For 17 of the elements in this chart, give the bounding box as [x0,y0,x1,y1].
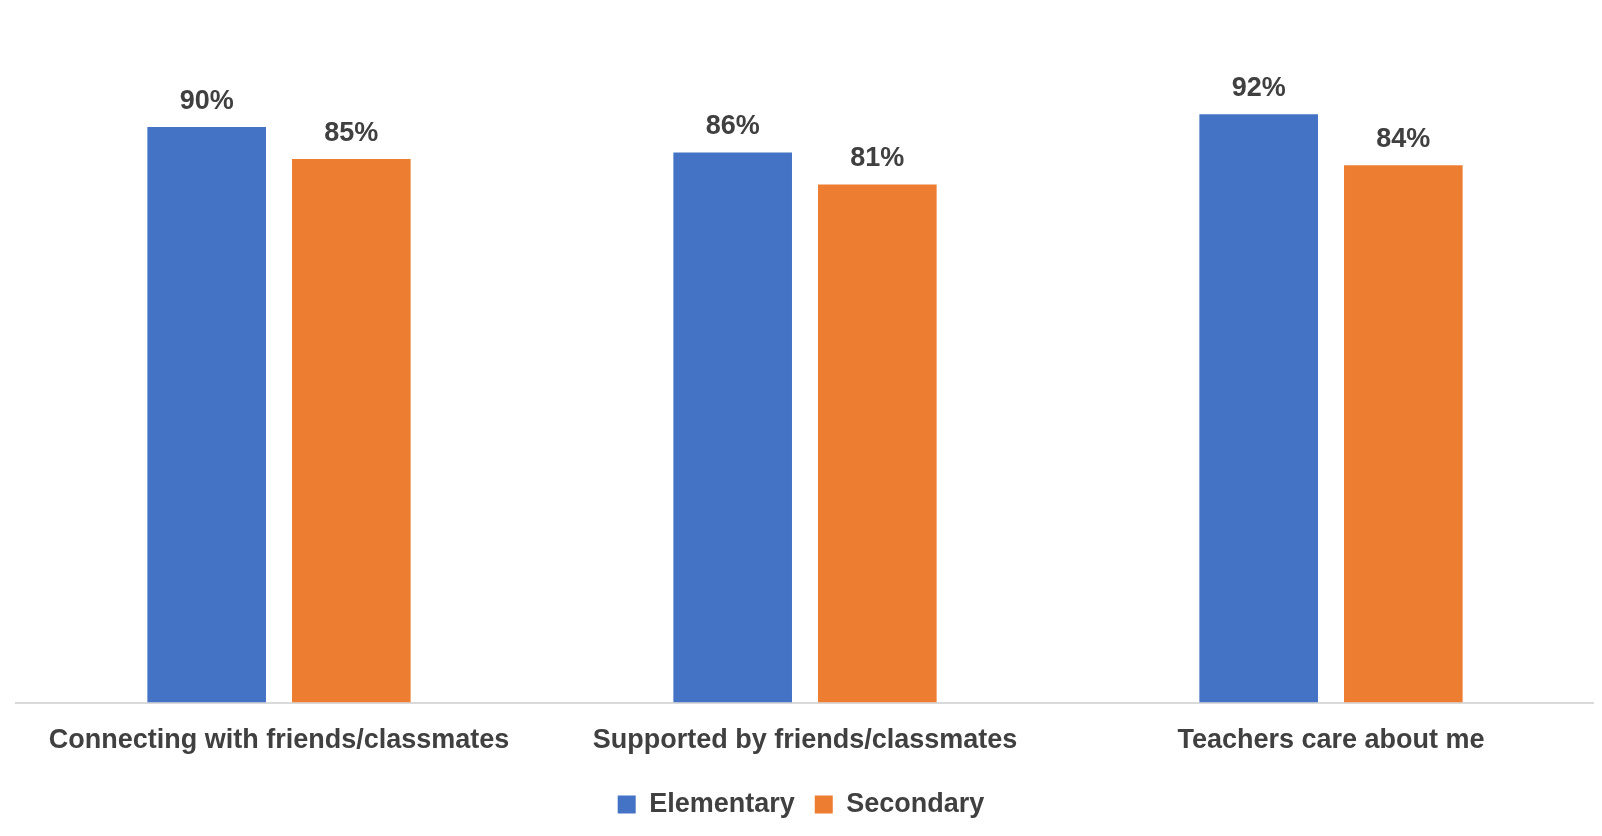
x-tick-label: Connecting with friends/classmates [48,724,510,755]
data-label: 92% [1231,72,1286,103]
x-tick-label: Supported by friends/classmates [592,724,1018,755]
legend-label: Elementary [649,787,795,818]
data-label: 90% [179,84,234,115]
data-label: 84% [1376,123,1431,154]
bar [1344,165,1463,703]
bar [818,184,937,703]
data-label: 81% [850,142,905,173]
bar [292,158,411,703]
legend-label: Secondary [846,787,985,818]
data-label: 85% [324,116,379,147]
bar [673,152,792,703]
bar [147,126,266,703]
data-label: 86% [705,110,760,141]
x-tick-label: Teachers care about me [1177,724,1485,755]
bar [1199,114,1318,703]
